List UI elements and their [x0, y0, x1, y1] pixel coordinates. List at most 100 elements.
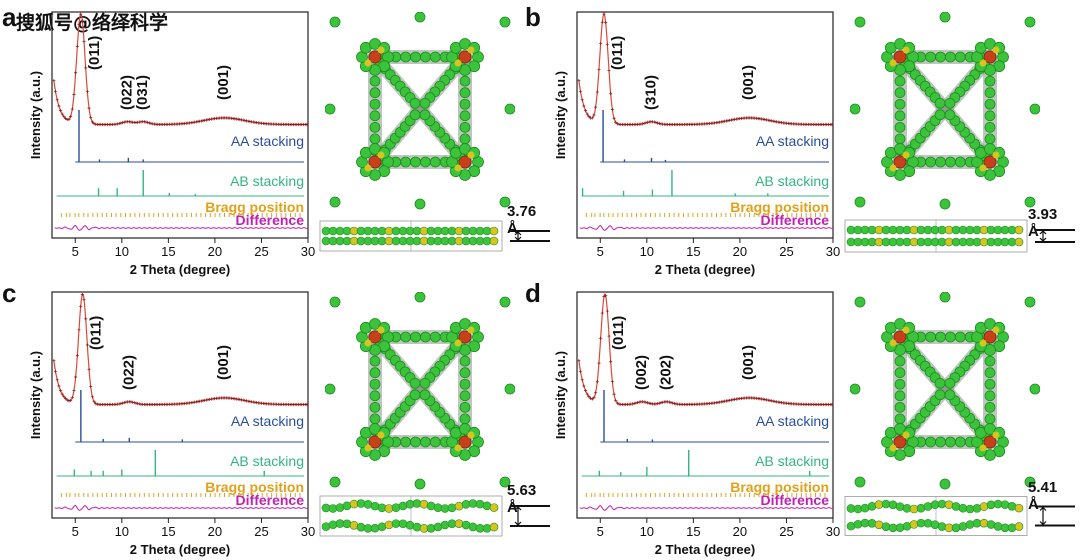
nitrogen-atom: [902, 431, 910, 439]
observed-point: [604, 294, 608, 298]
difference-label: Difference: [236, 492, 305, 508]
observed-point: [62, 115, 66, 119]
panel-letter: d: [525, 278, 541, 308]
nitrogen-atom: [454, 59, 462, 67]
layer-atom: [1000, 500, 1010, 509]
observed-point: [583, 109, 588, 113]
interlayer-distance: 5.63 Å: [507, 482, 537, 516]
layer-atom: [391, 503, 401, 513]
carbon-atom: [984, 75, 996, 87]
layer-atom: [335, 503, 345, 512]
nitrogen-atom: [889, 59, 897, 67]
xrd-chart: 5 10 15 20 25 30 2 Theta (degree) Intensity (a.…: [28, 11, 315, 277]
carbon-atom: [420, 331, 431, 343]
x-tick-label: 15: [686, 524, 700, 539]
observed-point: [657, 121, 661, 126]
carbon-atom: [459, 121, 471, 133]
x-axis-label: 2 Theta (degree): [130, 262, 230, 277]
carbon-atom: [459, 390, 471, 402]
framework-top-view: [850, 292, 1040, 490]
layer-atom: [916, 503, 926, 513]
observed-point: [672, 401, 676, 406]
layer-atom: [489, 522, 499, 532]
observed-point: [644, 121, 648, 125]
observed-point: [609, 92, 613, 96]
carbon-atom: [369, 390, 381, 402]
x-tick-label: 15: [686, 244, 700, 259]
carbon-atom: [984, 355, 996, 367]
xrd-chart: 5 10 15 20 25 30 2 Theta (degree) Intensity (a.…: [28, 291, 315, 557]
layer-atom: [426, 501, 436, 511]
carbon-atom: [369, 110, 381, 122]
observed-point: [640, 122, 645, 126]
observed-point: [117, 121, 121, 126]
x-tick-label: 30: [826, 524, 840, 539]
layer-atom: [944, 500, 954, 510]
observed-point: [79, 304, 83, 309]
observed-point: [70, 107, 74, 111]
observed-point: [60, 392, 64, 396]
difference-curve: [579, 504, 834, 511]
carbon-atom: [894, 401, 906, 413]
carbon-atom: [944, 109, 956, 121]
layer-atom: [398, 519, 408, 529]
framework-top-view: [850, 12, 1040, 210]
observed-point: [609, 360, 613, 364]
carbon-atom: [429, 331, 441, 343]
observed-point: [585, 112, 589, 116]
panel-letter: a: [2, 2, 17, 32]
observed-point: [119, 402, 123, 406]
carbon-atom: [1024, 196, 1036, 208]
observed-point: [75, 354, 79, 358]
carbon-atom: [935, 331, 946, 343]
observed-point: [582, 384, 586, 388]
observed-point: [645, 120, 650, 124]
observed-point: [132, 401, 136, 405]
observed-point: [657, 401, 661, 405]
carbon-atom: [459, 133, 471, 145]
layer-atom: [1007, 523, 1017, 533]
carbon-atom: [945, 436, 956, 448]
x-axis-label: 2 Theta (degree): [130, 542, 230, 557]
observed-point: [75, 45, 79, 49]
stacking-side-view: [844, 219, 1075, 253]
carbon-atom: [410, 156, 421, 168]
observed-point: [85, 343, 89, 347]
observed-point: [669, 400, 673, 405]
observed-point: [65, 398, 69, 402]
carbon-atom: [459, 87, 471, 99]
y-axis-label: Intensity (a.u.): [28, 71, 43, 159]
nitrogen-atom: [992, 326, 1000, 334]
observed-point: [614, 398, 618, 403]
layer-atom: [1014, 237, 1024, 247]
carbon-atom: [945, 156, 956, 168]
layer-atom: [895, 502, 905, 511]
interlayer-distance: 3.93 Å: [1028, 206, 1058, 240]
observed-point: [634, 401, 638, 405]
observed-point: [644, 400, 648, 404]
carbon-atom: [400, 156, 411, 168]
observed-point: [53, 89, 58, 94]
observed-point: [830, 122, 834, 127]
carbon-atom: [414, 198, 426, 210]
peak-label: (031): [134, 75, 151, 110]
layer-atom: [867, 501, 877, 511]
peak-label: (001): [215, 65, 232, 100]
observed-point: [632, 401, 636, 406]
x-tick-label: 20: [733, 244, 747, 259]
observed-point: [57, 384, 61, 388]
nitrogen-atom: [454, 339, 462, 347]
carbon-atom: [935, 436, 946, 448]
observed-point: [578, 369, 583, 374]
carbon-atom: [325, 103, 336, 115]
panel-letter: c: [2, 278, 17, 308]
x-tick-label: 15: [161, 244, 175, 259]
observed-point: [134, 401, 138, 405]
x-tick-label: 25: [254, 524, 268, 539]
layer-atom: [342, 501, 352, 511]
metal-atom: [458, 50, 472, 64]
layer-atom: [489, 503, 499, 512]
stacking-side-view: [319, 495, 550, 537]
observed-point: [94, 401, 98, 406]
carbon-atom: [369, 367, 381, 379]
